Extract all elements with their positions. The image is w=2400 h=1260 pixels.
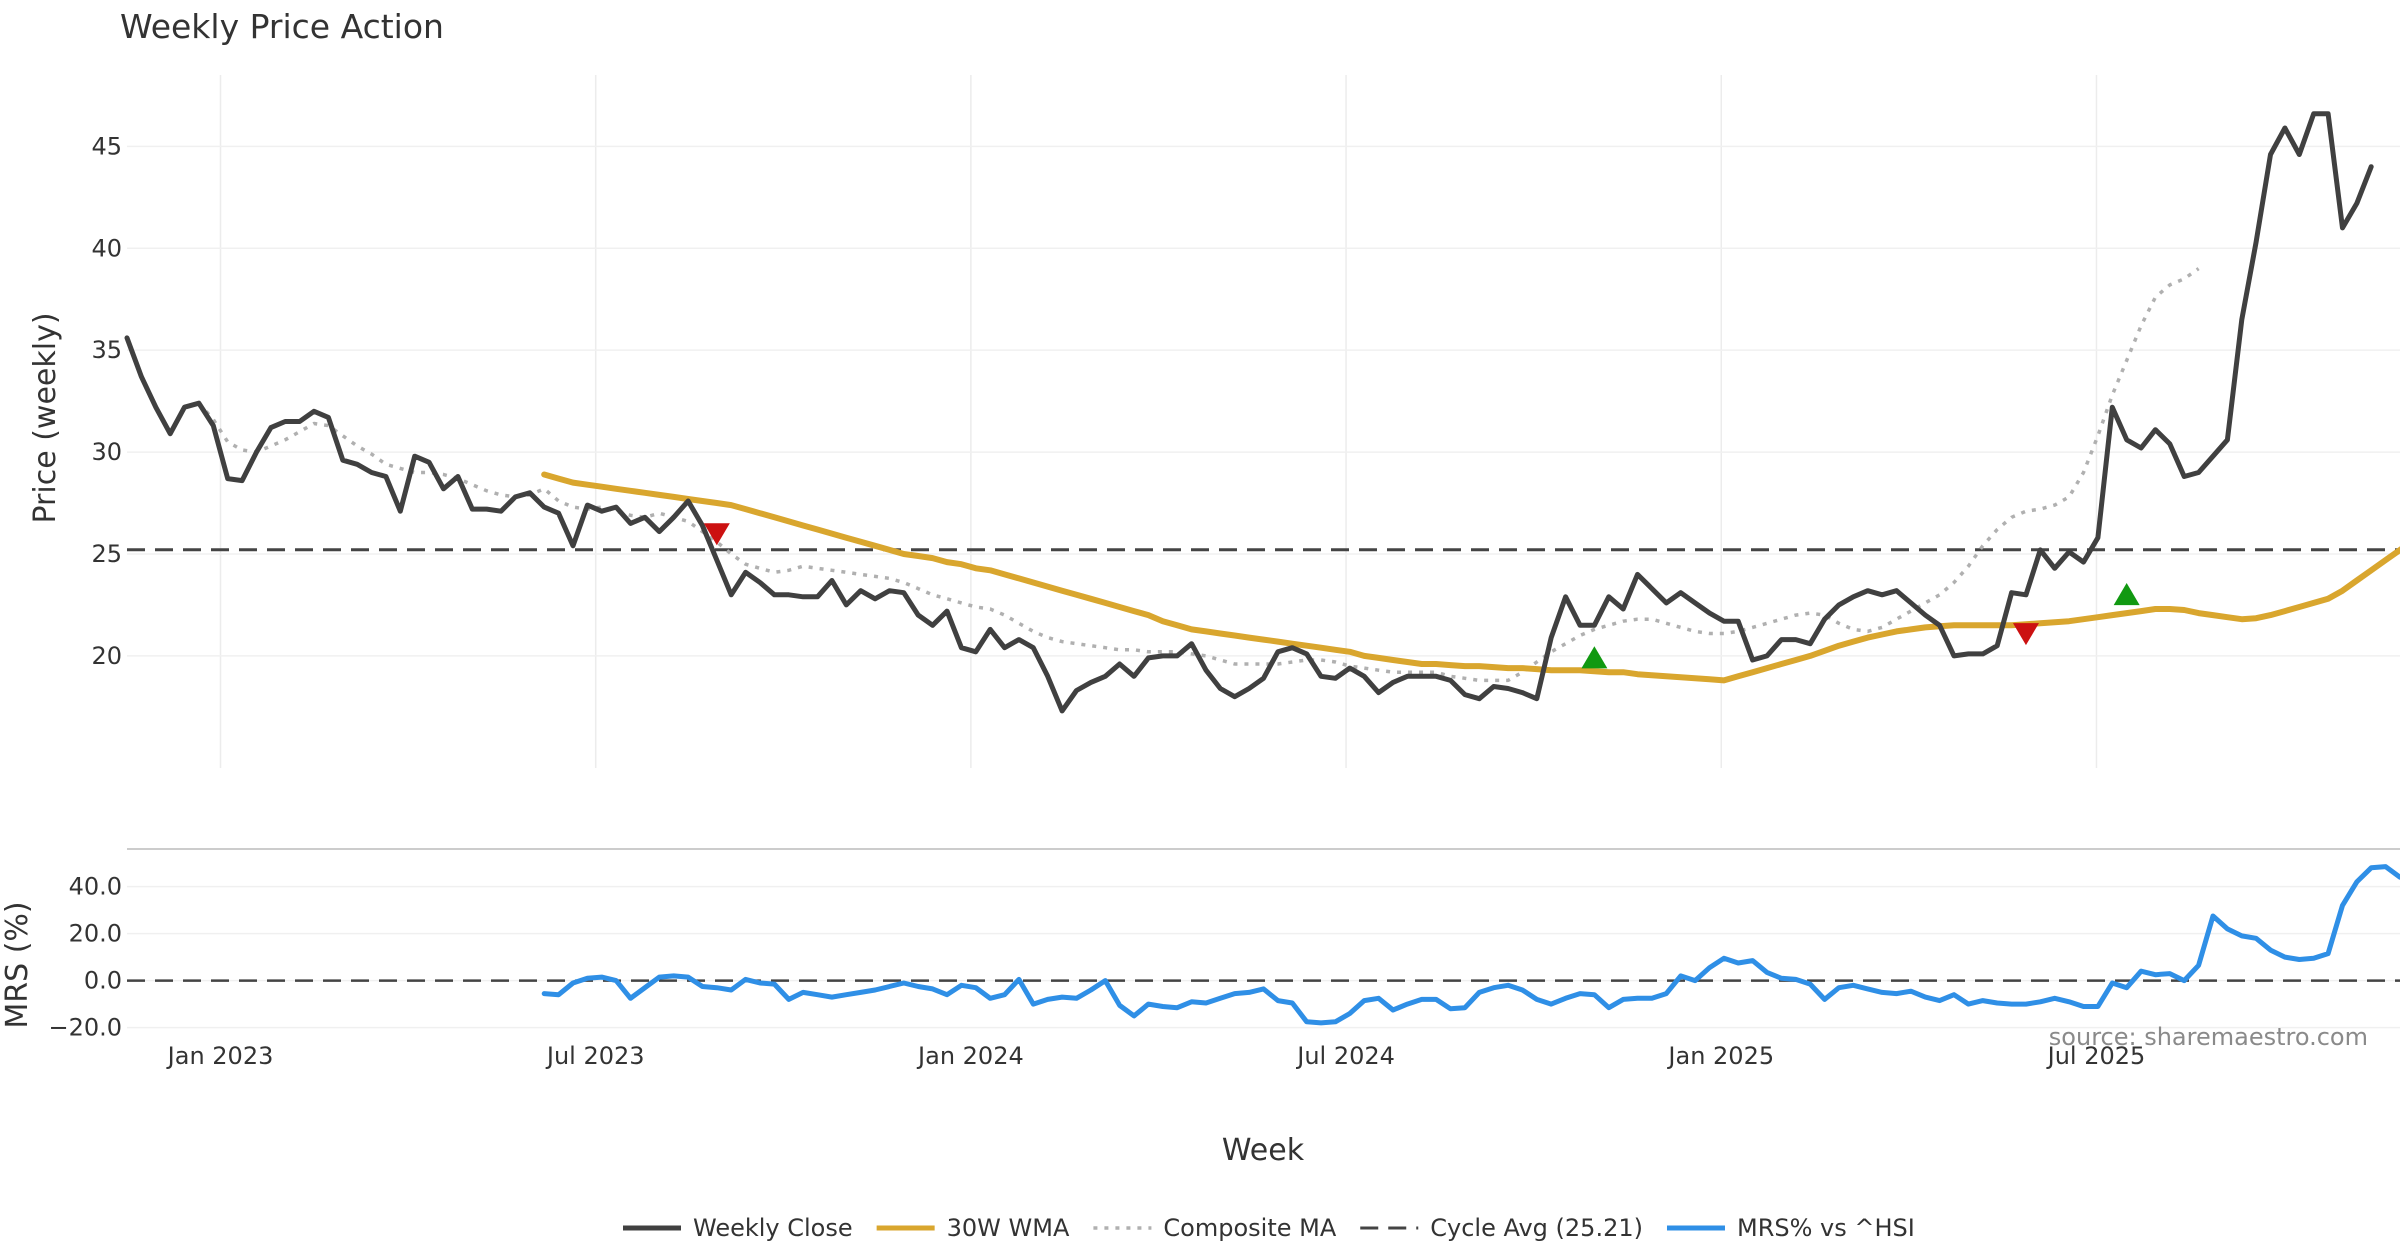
legend-label: Composite MA [1163,1214,1336,1242]
legend: Weekly Close 30W WMA Composite MA Cycle Avg… [623,1214,1915,1242]
x-tick-label: Jan 2024 [916,1042,1024,1070]
mrs-gridlines [127,885,2400,1029]
price-y-tick-label: 30 [91,438,122,466]
price-y-axis-label: Price (weekly) [28,312,63,523]
price-y-tick-label: 20 [91,642,122,670]
price-y-tick-label: 35 [91,336,122,364]
weekly-close-line [124,111,2374,714]
legend-label: Weekly Close [693,1214,853,1242]
x-axis-ticks: Jan 2023 Jul 2023 Jan 2024 Jul 2024 Jan 2025… [166,1042,2146,1070]
mrs-panel: 40.0 20.0 0.0 −20.0 MRS (%) source: sharema… [0,864,2400,1051]
x-tick-label: Jan 2025 [1666,1042,1774,1070]
sell-signal-marker [2012,623,2039,646]
price-y-ticks: 20 25 30 35 40 45 [91,132,122,670]
x-tick-label: Jan 2023 [166,1042,274,1070]
mrs-y-axis-label: MRS (%) [0,901,35,1028]
x-tick-label: Jul 2023 [545,1042,645,1070]
signal-markers [703,523,2140,669]
buy-signal-marker [2113,583,2140,606]
mrs-y-tick-label: −20.0 [48,1014,122,1042]
sell-signal-marker [703,523,730,546]
chart-title: Weekly Price Action [120,7,444,46]
legend-item: 30W WMA [876,1214,1070,1242]
legend-item: Composite MA [1093,1214,1337,1242]
wma-30w-line [541,471,2400,684]
legend-label: 30W WMA [947,1214,1070,1242]
legend-item: Weekly Close [623,1214,853,1242]
mrs-y-tick-label: 0.0 [84,967,122,995]
legend-label: MRS% vs ^HSI [1737,1214,1915,1242]
mrs-series [541,864,2400,1026]
x-tick-label: Jul 2025 [2046,1042,2146,1070]
price-y-tick-label: 25 [91,540,122,568]
composite-ma-line [197,267,2200,683]
price-series [124,111,2400,714]
x-axis-label: Week [1222,1133,1305,1168]
source-credit: source: sharemaestro.com [2049,1023,2368,1051]
mrs-y-tick-label: 40.0 [69,873,122,901]
mrs-y-tick-label: 20.0 [69,920,122,948]
mrs-y-ticks: 40.0 20.0 0.0 −20.0 [48,873,122,1042]
mrs-line [541,864,2400,1026]
legend-label: Cycle Avg (25.21) [1430,1214,1643,1242]
price-y-tick-label: 45 [91,132,122,160]
legend-item: Cycle Avg (25.21) [1360,1214,1643,1242]
buy-signal-marker [1581,646,1608,669]
price-panel: 20 25 30 35 40 45 Price (weekly) [28,75,2400,768]
legend-item: MRS% vs ^HSI [1666,1214,1915,1242]
price-gridlines [127,75,2400,768]
price-y-tick-label: 40 [91,234,122,262]
x-tick-label: Jul 2024 [1295,1042,1395,1070]
